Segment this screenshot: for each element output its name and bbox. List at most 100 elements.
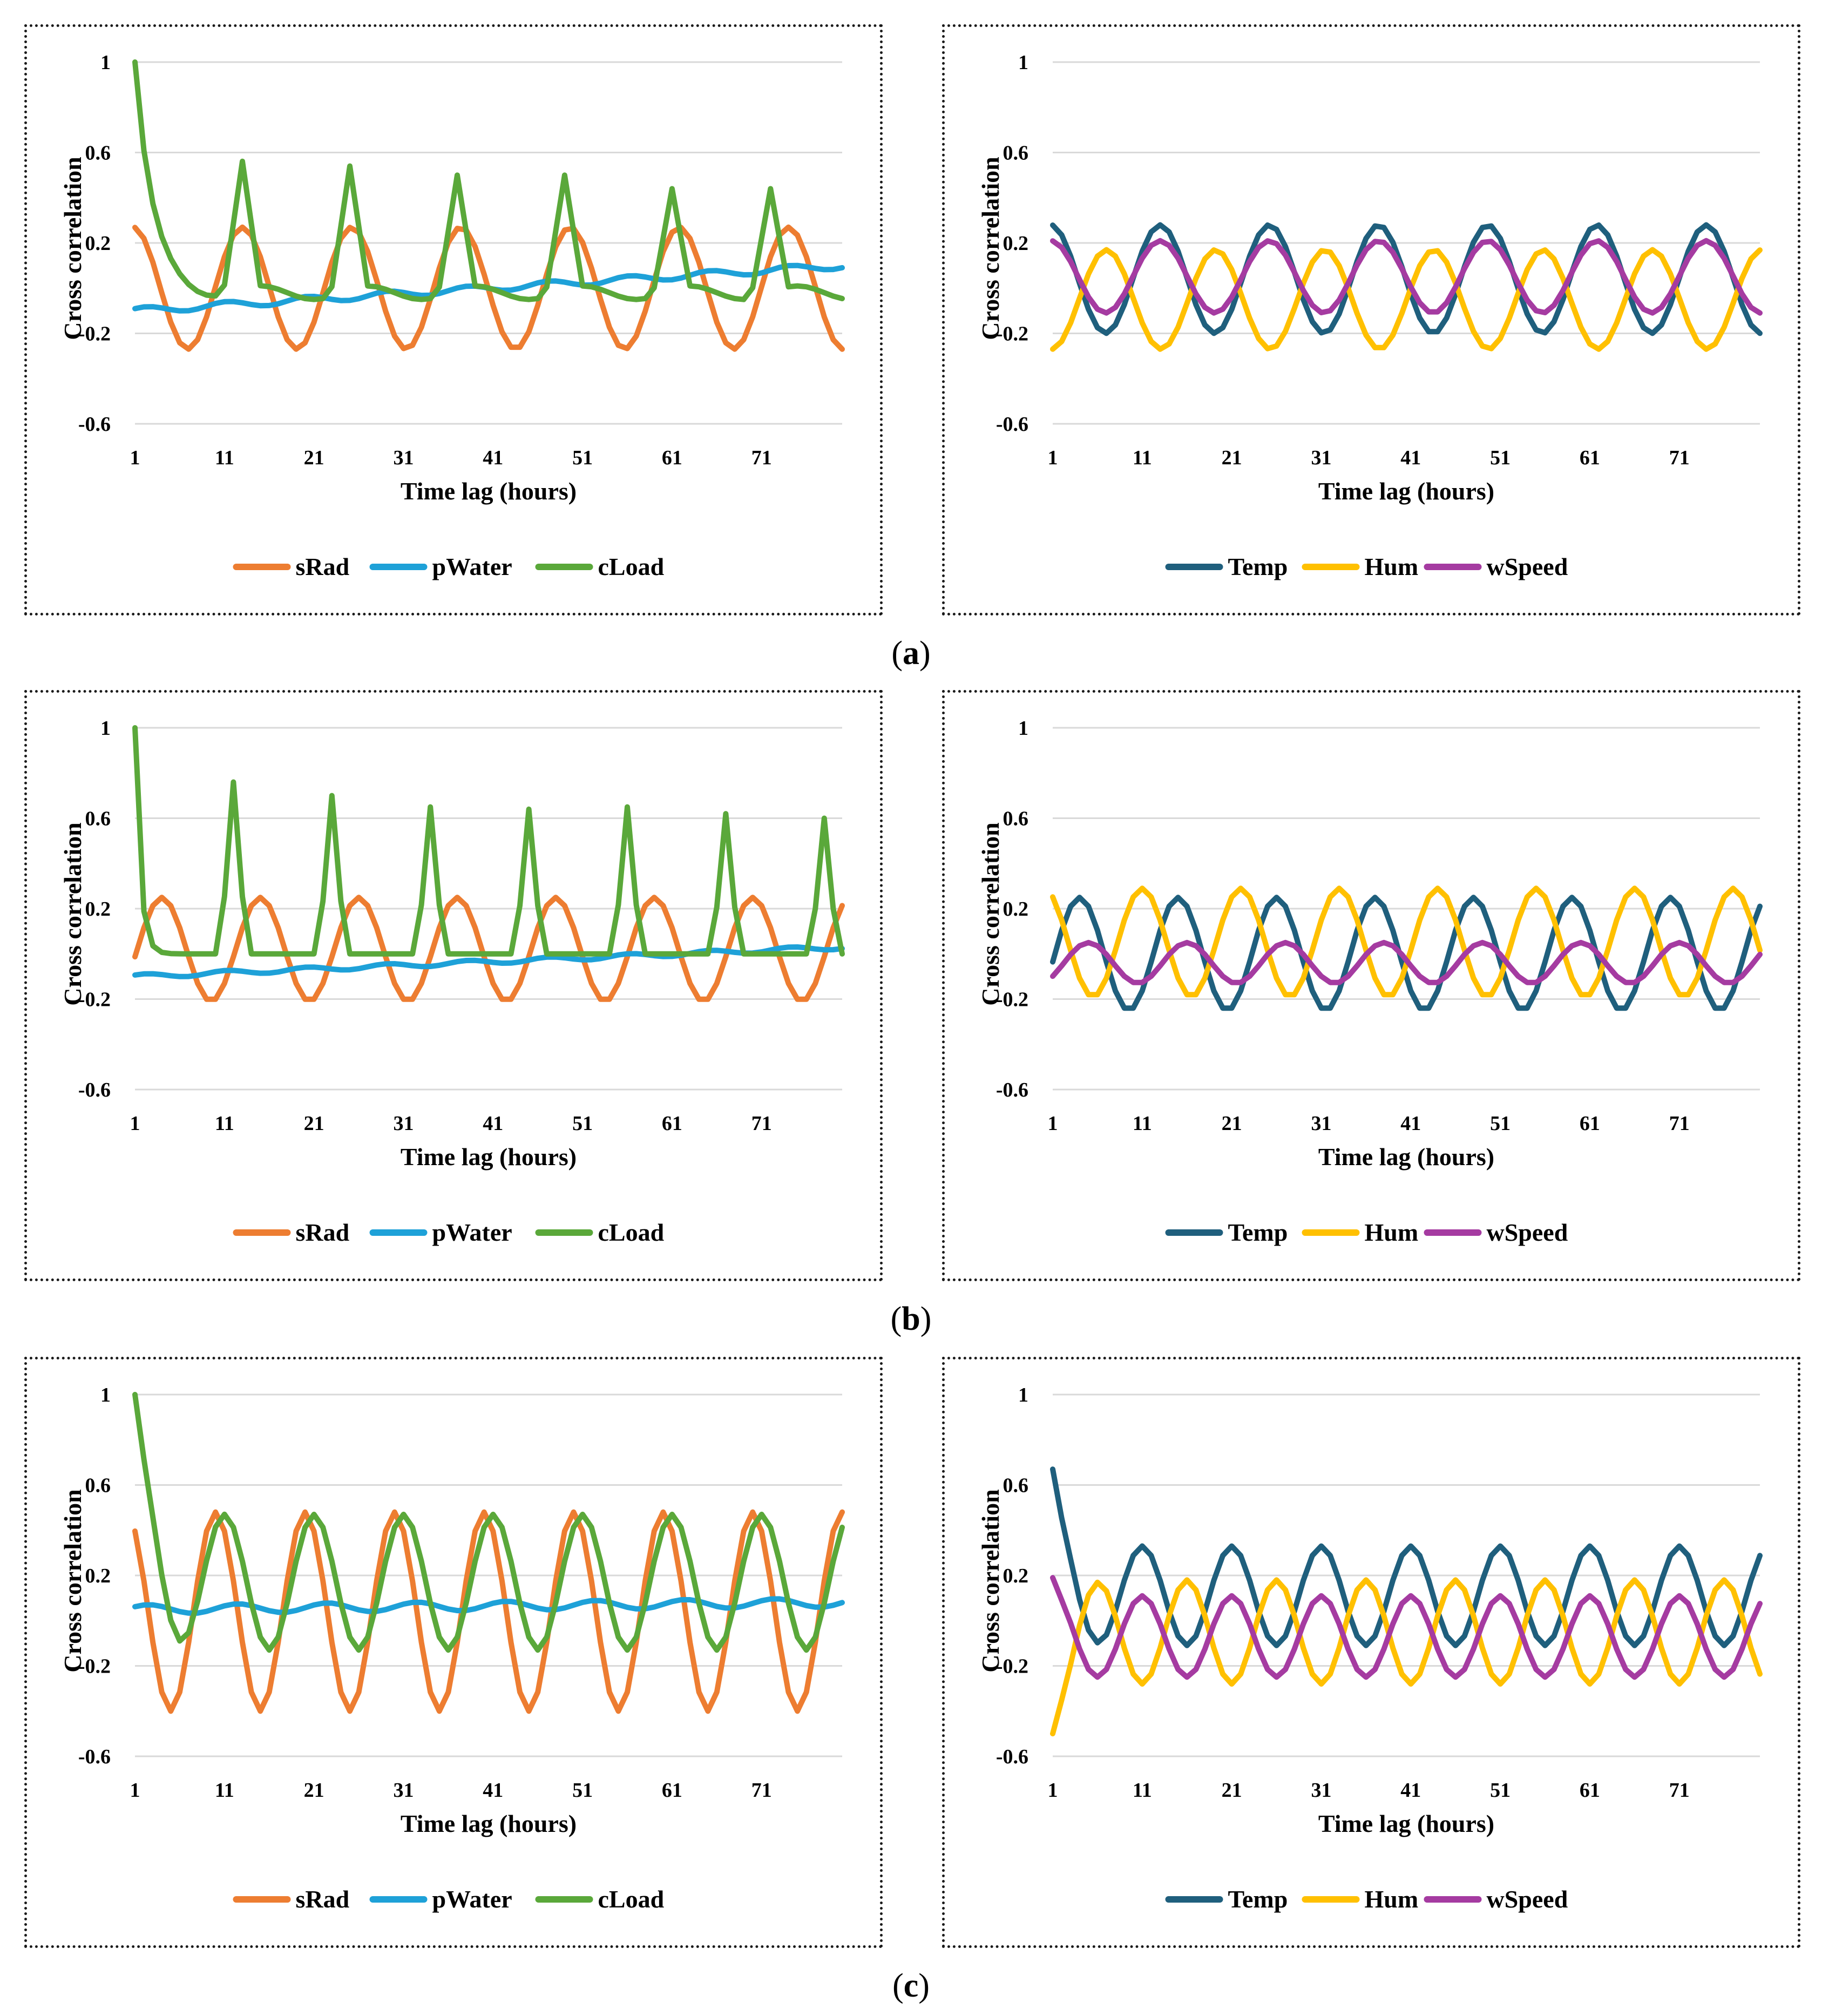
y-tick-label: -0.6 <box>78 413 111 436</box>
subfigure-label-a: (a) <box>891 635 931 672</box>
x-tick-label: 21 <box>1222 447 1242 469</box>
y-tick-label: 1 <box>1018 51 1028 74</box>
chart-panel-c-left: 1 0.6 0.2 -0.2 -0.6 1 11 21 31 41 51 61 71 Time lag (… <box>24 1357 883 1948</box>
x-tick-label: 1 <box>1048 1112 1058 1135</box>
x-tick-label: 1 <box>130 1779 140 1802</box>
y-tick-label: -0.6 <box>996 413 1028 436</box>
y-tick-label: 0.2 <box>1003 232 1029 255</box>
series-line-Hum <box>1050 1577 1763 1737</box>
x-axis-title: Time lag (hours) <box>1318 1143 1494 1171</box>
y-tick-label: -0.2 <box>78 1655 111 1678</box>
y-axis-title: Cross correlation <box>59 822 86 1005</box>
x-tick-label: 11 <box>1133 1779 1152 1802</box>
y-tick-label: 0.2 <box>85 1565 111 1587</box>
x-axis-title: Time lag (hours) <box>401 1810 577 1837</box>
x-tick-label: 11 <box>215 1112 234 1135</box>
legend-label-Temp: Temp <box>1228 1219 1288 1246</box>
x-tick-label: 1 <box>130 447 140 469</box>
x-tick-label: 51 <box>572 1112 593 1135</box>
x-tick-label: 51 <box>1490 447 1511 469</box>
chart-panel-a-right: 1 0.6 0.2 -0.2 -0.6 1 11 21 31 41 51 61 71 Time lag (… <box>942 24 1800 615</box>
y-axis-title: Cross correlation <box>977 822 1004 1005</box>
x-tick-label: 51 <box>572 1779 593 1802</box>
legend-label-pWater: pWater <box>432 1219 512 1246</box>
legend-label-Hum: Hum <box>1365 553 1419 580</box>
series-line-wSpeed <box>1050 939 1763 985</box>
subfigure-label-c: (c) <box>892 1967 930 2004</box>
legend-label-cLoad: cLoad <box>598 553 665 580</box>
y-tick-label: 0.2 <box>1003 898 1029 921</box>
legend-label-Hum: Hum <box>1365 1885 1419 1913</box>
x-tick-label: 51 <box>1490 1779 1511 1802</box>
x-tick-label: 51 <box>1490 1112 1511 1135</box>
y-axis-title: Cross correlation <box>977 1489 1004 1672</box>
y-axis-title: Cross correlation <box>59 1489 86 1672</box>
y-tick-label: 0.6 <box>1003 1474 1029 1497</box>
x-tick-label: 31 <box>1311 1112 1331 1135</box>
x-tick-label: 71 <box>1669 1779 1690 1802</box>
x-tick-label: 51 <box>572 447 593 469</box>
y-tick-label: 0.6 <box>1003 808 1029 830</box>
x-tick-label: 21 <box>304 1779 324 1802</box>
x-axis-title: Time lag (hours) <box>1318 1810 1494 1837</box>
legend-label-Hum: Hum <box>1365 1219 1419 1246</box>
y-tick-label: -0.6 <box>996 1746 1028 1768</box>
series-line-wSpeed <box>1050 238 1763 316</box>
x-tick-label: 61 <box>662 447 682 469</box>
x-tick-label: 11 <box>1133 1112 1152 1135</box>
series-line-pWater <box>132 944 845 979</box>
x-tick-label: 21 <box>1222 1779 1242 1802</box>
legend-label-sRad: sRad <box>296 1885 350 1913</box>
x-tick-label: 61 <box>1580 1112 1600 1135</box>
legend-label-pWater: pWater <box>432 1885 512 1913</box>
y-tick-label: 0.2 <box>85 898 111 921</box>
x-tick-label: 21 <box>304 447 324 469</box>
x-tick-label: 61 <box>662 1779 682 1802</box>
y-tick-label: 1 <box>100 717 111 740</box>
x-tick-label: 11 <box>1133 447 1152 469</box>
y-axis-title: Cross correlation <box>977 157 1004 340</box>
x-tick-label: 1 <box>1048 1779 1058 1802</box>
legend-label-cLoad: cLoad <box>598 1219 665 1246</box>
x-tick-label: 31 <box>1311 447 1331 469</box>
y-tick-label: 1 <box>1018 717 1028 740</box>
y-tick-label: -0.6 <box>996 1079 1028 1101</box>
x-tick-label: 71 <box>751 1112 772 1135</box>
series-line-cLoad <box>132 725 845 957</box>
y-tick-label: 0.6 <box>85 808 111 830</box>
y-tick-label: 1 <box>100 1384 111 1406</box>
y-tick-label: 0.6 <box>85 1474 111 1497</box>
series-line-cLoad <box>132 1392 845 1653</box>
x-tick-label: 41 <box>1400 1779 1421 1802</box>
x-tick-label: 31 <box>393 447 414 469</box>
x-tick-label: 71 <box>751 1779 772 1802</box>
x-tick-label: 31 <box>393 1779 414 1802</box>
y-tick-label: 0.6 <box>1003 142 1029 165</box>
x-tick-label: 41 <box>1400 1112 1421 1135</box>
x-tick-label: 61 <box>1580 1779 1600 1802</box>
y-tick-label: -0.2 <box>78 323 111 346</box>
x-tick-label: 21 <box>1222 1112 1242 1135</box>
legend-label-Temp: Temp <box>1228 1885 1288 1913</box>
x-tick-label: 21 <box>304 1112 324 1135</box>
series-line-wSpeed <box>1050 1575 1763 1680</box>
x-axis-title: Time lag (hours) <box>1318 477 1494 505</box>
y-tick-label: -0.2 <box>996 323 1028 346</box>
x-tick-label: 41 <box>483 1779 503 1802</box>
y-tick-label: 0.6 <box>85 142 111 165</box>
y-tick-label: 0.2 <box>1003 1565 1029 1587</box>
chart-panel-c-right: 1 0.6 0.2 -0.2 -0.6 1 11 21 31 41 51 61 71 Time lag (… <box>942 1357 1800 1948</box>
y-tick-label: -0.6 <box>78 1746 111 1768</box>
x-tick-label: 71 <box>751 447 772 469</box>
chart-panel-a-left: 1 0.6 0.2 -0.2 -0.6 1 11 21 31 41 51 61 71 Time lag (… <box>24 24 883 615</box>
x-tick-label: 41 <box>1400 447 1421 469</box>
legend-label-pWater: pWater <box>432 553 512 580</box>
x-axis-title: Time lag (hours) <box>401 477 577 505</box>
y-tick-label: -0.2 <box>996 1655 1028 1678</box>
x-tick-label: 71 <box>1669 1112 1690 1135</box>
